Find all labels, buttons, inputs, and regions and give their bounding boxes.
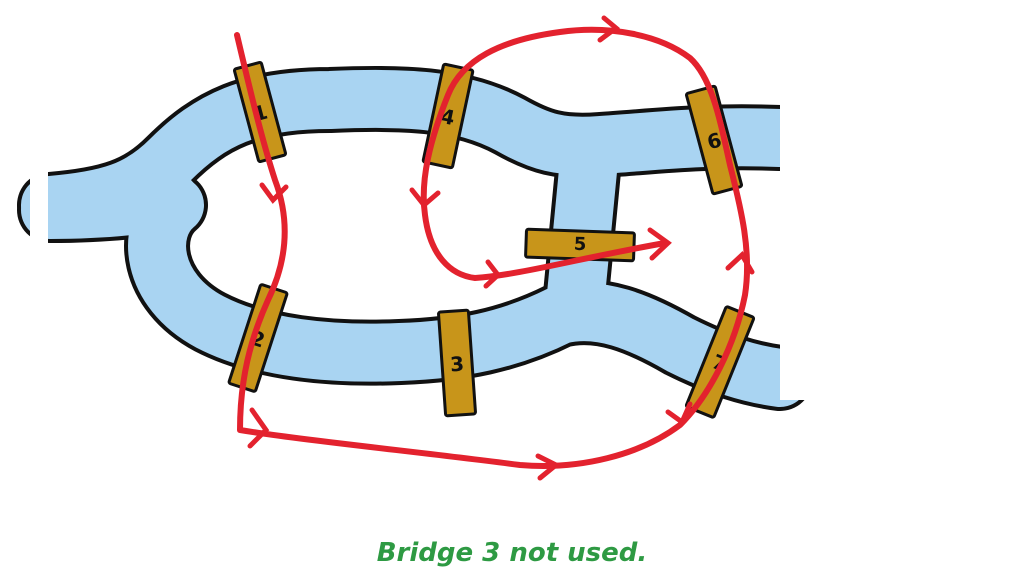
walking-path: [234, 26, 751, 469]
bridge-3: 3: [437, 308, 477, 418]
bridge-5-label: 5: [573, 234, 586, 255]
caption: Bridge 3 not used.: [376, 538, 648, 568]
bridge-4: 4: [421, 62, 475, 170]
path-line: [234, 26, 751, 469]
path-arrows: [247, 15, 755, 481]
arrow-icon: [665, 401, 693, 426]
arrow-icon: [409, 187, 441, 209]
arrow-icon: [597, 15, 621, 43]
arrow-icon: [483, 259, 502, 289]
arrow-icon: [259, 182, 289, 204]
arrow-icon: [535, 453, 561, 481]
bridge-5: 5: [524, 227, 636, 263]
arrow-icon: [647, 227, 672, 261]
bridge-6-label: 6: [704, 128, 724, 155]
bridge-3-label: 3: [449, 352, 465, 377]
arrow-icon: [247, 407, 270, 449]
arrow-icon: [725, 251, 755, 275]
